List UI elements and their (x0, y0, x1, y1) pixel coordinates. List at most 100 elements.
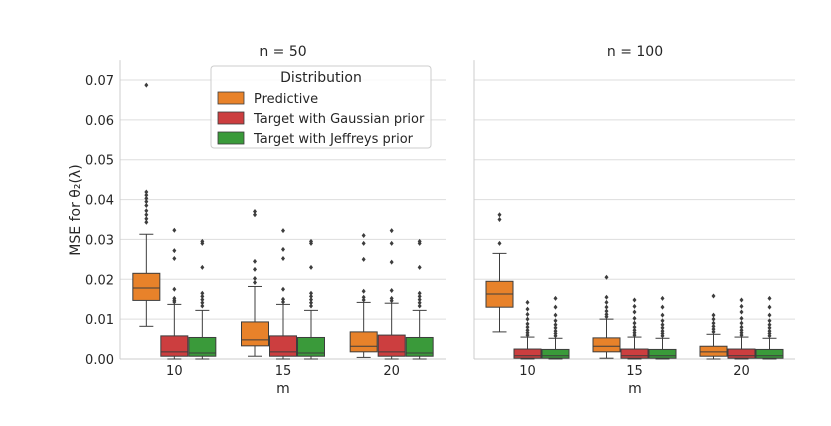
iqr-box (241, 321, 269, 347)
outlier-point (632, 324, 637, 330)
y-axis-label: MSE for θ₂(λ) (68, 164, 84, 255)
outlier-point (711, 312, 716, 318)
outlier-point (525, 311, 530, 317)
outlier-point (632, 320, 637, 326)
outlier-point (711, 329, 716, 335)
y-tick-label: 0.05 (85, 154, 114, 169)
outlier-point (497, 240, 502, 246)
outlier-point (767, 295, 772, 301)
outlier-point (711, 293, 716, 299)
outlier-point (711, 326, 716, 332)
outlier-point (281, 246, 285, 252)
iqr-box (269, 335, 297, 357)
x-tick-label: 10 (519, 364, 536, 379)
iqr-box (132, 272, 161, 301)
legend-item: Target with Jeffreys prior (217, 131, 414, 147)
outlier-point (309, 293, 313, 299)
iqr-box (541, 348, 570, 359)
outlier-point (525, 321, 530, 327)
outlier-point (739, 303, 744, 309)
outlier-point (281, 299, 285, 305)
x-tick-label: 20 (733, 364, 750, 379)
outlier-point (309, 290, 313, 296)
outlier-point (739, 315, 744, 321)
outlier-point (660, 304, 665, 310)
x-axis-label: m (628, 381, 642, 397)
outlier-point (253, 209, 257, 215)
box-predictive (241, 209, 269, 357)
outlier-point (711, 320, 716, 326)
outlier-point (253, 275, 257, 281)
outlier-point (553, 322, 558, 328)
outlier-point (172, 248, 177, 254)
outlier-point (253, 258, 257, 264)
outlier-point (767, 322, 772, 328)
box-predictive (592, 274, 621, 359)
outlier-point (604, 299, 609, 305)
panel-1: 0.00 0.01 0.02 0.03 0.04 0.05 0.06 0.07 n = 50 m 1… (85, 44, 446, 397)
outlier-point (497, 212, 502, 218)
outlier-point (361, 288, 366, 294)
outlier-point (604, 274, 609, 280)
outlier-point (660, 318, 665, 324)
legend-label: Target with Jeffreys prior (253, 132, 414, 147)
outlier-point (417, 264, 422, 270)
y-tick-label: 0.02 (85, 273, 114, 288)
box-target-with-gaussian-prior (727, 297, 756, 360)
outlier-point (361, 232, 366, 238)
outlier-point (632, 309, 637, 315)
outlier-point (144, 208, 149, 214)
iqr-box (620, 348, 649, 359)
outlier-point (632, 303, 637, 309)
outlier-point (417, 238, 422, 244)
outlier-point (632, 297, 637, 303)
outlier-point (553, 304, 558, 310)
x-axis-label: m (276, 381, 290, 397)
outlier-point (389, 287, 394, 293)
outlier-point (309, 300, 313, 306)
outlier-point (739, 309, 744, 315)
legend: Distribution Predictive Target with Gauss… (210, 65, 432, 149)
outlier-point (144, 192, 149, 198)
outlier-point (172, 295, 177, 301)
legend-item: Target with Gaussian prior (217, 111, 425, 127)
outlier-point (200, 300, 205, 306)
outlier-point (361, 297, 366, 303)
outlier-point (389, 259, 394, 265)
outlier-point (739, 327, 744, 333)
outlier-point (200, 297, 205, 303)
outlier-point (497, 217, 502, 222)
outlier-point (604, 294, 609, 300)
outlier-point (309, 297, 313, 303)
x-tick-label: 20 (383, 364, 400, 379)
box-target-with-gaussian-prior (269, 228, 297, 360)
outlier-point (253, 266, 257, 272)
outlier-point (525, 327, 530, 333)
outlier-point (553, 312, 558, 318)
outlier-point (767, 328, 772, 334)
x-tick-label: 10 (166, 364, 183, 379)
outlier-point (417, 303, 422, 309)
outlier-point (389, 240, 394, 246)
outlier-point (172, 286, 177, 292)
box-target-with-jeffreys-prior (405, 238, 434, 360)
x-tick-label: 15 (626, 364, 643, 379)
panels-layer: 0.00 0.01 0.02 0.03 0.04 0.05 0.06 0.07 n = 50 m 1… (85, 44, 795, 397)
outlier-point (281, 256, 285, 262)
outlier-point (525, 316, 530, 322)
outlier-point (604, 308, 609, 314)
outlier-point (767, 318, 772, 324)
outlier-point (144, 195, 149, 201)
outlier-point (309, 303, 313, 309)
box-target-with-jeffreys-prior (755, 295, 784, 360)
iqr-box (513, 348, 542, 359)
iqr-box (405, 336, 434, 357)
legend-frame (210, 65, 432, 149)
outlier-point (144, 82, 149, 88)
outlier-point (767, 312, 772, 318)
panel-title: n = 100 (607, 44, 663, 60)
y-tick-label: 0.00 (85, 353, 114, 368)
y-tick-label: 0.04 (85, 194, 114, 209)
outlier-point (739, 320, 744, 326)
outlier-point (525, 299, 530, 305)
